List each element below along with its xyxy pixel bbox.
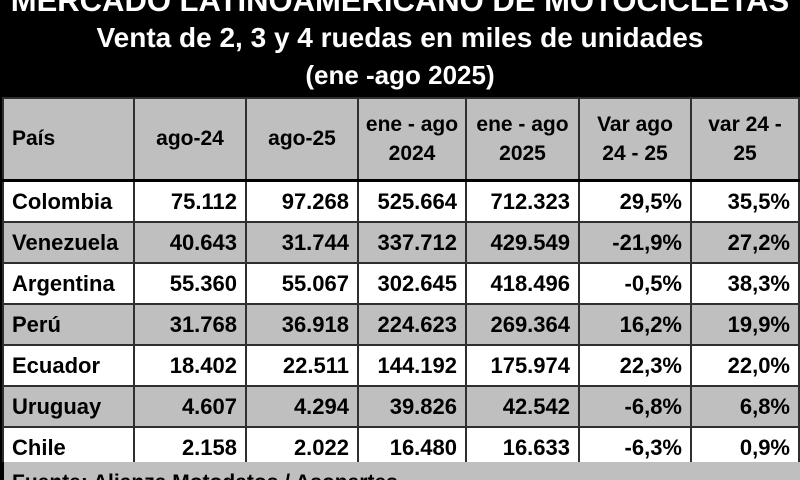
period-label: (ene -ago 2025)	[305, 60, 495, 90]
var-ytd-cell: 6,8%	[690, 385, 800, 428]
var-ago-cell: 16,2%	[578, 303, 692, 346]
col-header-ene-ago-2024: ene - ago 2024	[357, 97, 467, 182]
table-row-venezuela: Venezuela 40.643 31.744 337.712 429.549 …	[2, 221, 800, 264]
ytd24-cell: 16.480	[357, 426, 467, 469]
ago25-cell: 31.744	[245, 221, 359, 264]
country-cell: Perú	[2, 303, 135, 346]
country-cell: Ecuador	[2, 344, 135, 387]
table-row-peru: Perú 31.768 36.918 224.623 269.364 16,2%…	[2, 303, 800, 346]
col-header-var-24-25: var 24 - 25	[690, 97, 800, 182]
subtitle: Venta de 2, 3 y 4 ruedas en miles de uni…	[96, 22, 704, 53]
var-ytd-cell: 19,9%	[690, 303, 800, 346]
main-title: MERCADO LATINOAMERICANO DE MOTOCICLETAS	[10, 0, 790, 18]
col-header-line: 2025	[499, 142, 546, 165]
country-cell: Chile	[2, 426, 135, 469]
var-ago-cell: -6,8%	[578, 385, 692, 428]
col-header-line: 25	[733, 142, 757, 165]
var-ago-cell: 29,5%	[578, 179, 692, 223]
ago25-cell: 36.918	[245, 303, 359, 346]
ytd25-cell: 269.364	[465, 303, 580, 346]
var-ytd-cell: 22,0%	[690, 344, 800, 387]
title-block: MERCADO LATINOAMERICANO DE MOTOCICLETAS …	[0, 0, 800, 97]
var-ytd-cell: 38,3%	[690, 262, 800, 305]
ytd24-cell: 302.645	[357, 262, 467, 305]
col-header-line: ene - ago	[476, 113, 569, 136]
ago24-cell: 31.768	[133, 303, 247, 346]
country-cell: Uruguay	[2, 385, 135, 428]
col-header-line: var 24 -	[708, 113, 782, 136]
source-text: Fuente: Alianza Motodatos / Asopartes	[12, 471, 792, 480]
col-header-line: 2024	[388, 142, 436, 165]
ago24-cell: 18.402	[133, 344, 247, 387]
table-row-chile: Chile 2.158 2.022 16.480 16.633 -6,3% 0,…	[2, 426, 800, 469]
ytd25-cell: 429.549	[465, 221, 580, 264]
col-header-ene-ago-2025: ene - ago 2025	[465, 97, 580, 182]
col-header-var-ago: Var ago 24 - 25	[578, 97, 692, 182]
table-row-ecuador: Ecuador 18.402 22.511 144.192 175.974 22…	[2, 344, 800, 387]
col-header-line: Var ago	[597, 113, 673, 136]
table-row-argentina: Argentina 55.360 55.067 302.645 418.496 …	[2, 262, 800, 305]
var-ago-cell: 22,3%	[578, 344, 692, 387]
var-ago-cell: -0,5%	[578, 262, 692, 305]
ago25-cell: 4.294	[245, 385, 359, 428]
country-cell: Colombia	[2, 179, 135, 223]
table-row-uruguay: Uruguay 4.607 4.294 39.826 42.542 -6,8% …	[2, 385, 800, 428]
var-ago-cell: -6,3%	[578, 426, 692, 469]
ytd25-cell: 42.542	[465, 385, 580, 428]
source-footer: Fuente: Alianza Motodatos / Asopartes	[2, 462, 800, 480]
col-header-ago-25: ago-25	[245, 97, 359, 182]
col-header-ago-24: ago-24	[133, 97, 247, 182]
ytd24-cell: 144.192	[357, 344, 467, 387]
table-row-colombia: Colombia 75.112 97.268 525.664 712.323 2…	[2, 179, 800, 223]
ago25-cell: 55.067	[245, 262, 359, 305]
ago24-cell: 4.607	[133, 385, 247, 428]
ytd24-cell: 39.826	[357, 385, 467, 428]
header-row: País ago-24 ago-25 ene - ago 2024 ene - …	[2, 97, 800, 182]
ytd25-cell: 16.633	[465, 426, 580, 469]
var-ytd-cell: 27,2%	[690, 221, 800, 264]
var-ytd-cell: 35,5%	[690, 179, 800, 223]
ytd25-cell: 175.974	[465, 344, 580, 387]
col-header-line: ene - ago	[365, 113, 459, 136]
col-header-line: 24 - 25	[602, 142, 668, 165]
ago24-cell: 75.112	[133, 179, 247, 223]
country-cell: Argentina	[2, 262, 135, 305]
ytd25-cell: 418.496	[465, 262, 580, 305]
ago24-cell: 40.643	[133, 221, 247, 264]
ytd24-cell: 224.623	[357, 303, 467, 346]
ago24-cell: 55.360	[133, 262, 247, 305]
ago25-cell: 22.511	[245, 344, 359, 387]
ago24-cell: 2.158	[133, 426, 247, 469]
ytd24-cell: 525.664	[357, 179, 467, 223]
col-header-pais: País	[2, 97, 135, 182]
var-ago-cell: -21,9%	[578, 221, 692, 264]
ago25-cell: 97.268	[245, 179, 359, 223]
var-ytd-cell: 0,9%	[690, 426, 800, 469]
sales-table: País ago-24 ago-25 ene - ago 2024 ene - …	[2, 97, 800, 469]
ytd25-cell: 712.323	[465, 179, 580, 223]
ytd24-cell: 337.712	[357, 221, 467, 264]
country-cell: Venezuela	[2, 221, 135, 264]
